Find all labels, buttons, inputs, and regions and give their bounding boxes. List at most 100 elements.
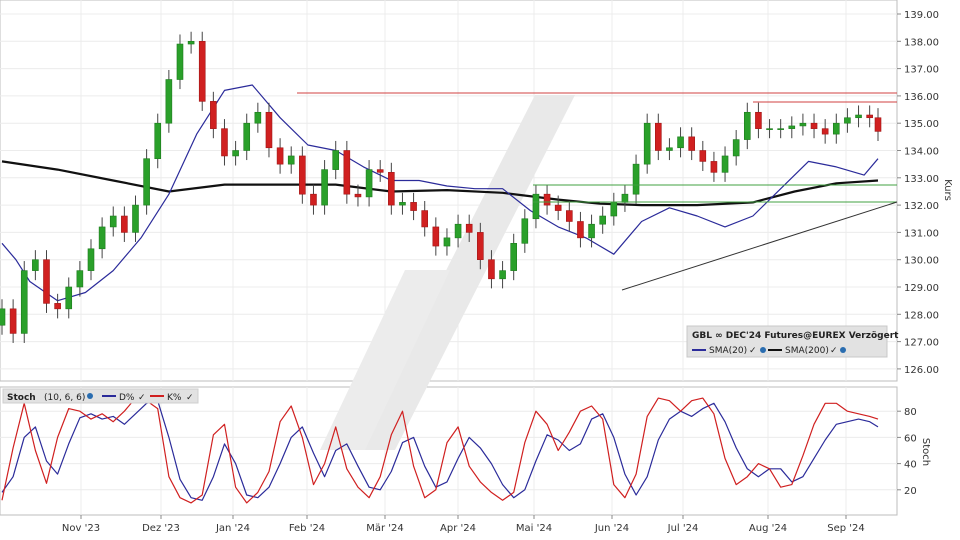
candle-body <box>321 169 328 206</box>
candle-body <box>165 79 173 124</box>
candle-body <box>543 193 551 206</box>
price-tick-label: 130.00 <box>904 256 939 267</box>
x-tick-label: Aug '24 <box>749 523 787 534</box>
candle-body <box>87 248 95 271</box>
svg-text:✓: ✓ <box>138 393 146 403</box>
candle-body <box>810 122 818 129</box>
stoch-title: Stoch <box>7 393 36 403</box>
candle-body <box>43 259 50 304</box>
candle-body <box>376 169 384 173</box>
candle-body <box>176 43 184 80</box>
legend-d: D% <box>119 393 135 403</box>
stoch-tick-label: 60 <box>904 433 917 444</box>
stoch-tick-label: 20 <box>904 486 917 497</box>
candle-body <box>354 193 362 198</box>
price-legend: GBL ∞ DEC'24 Futures@EUREX Verzögert SMA… <box>686 325 899 358</box>
candle-body <box>699 150 707 162</box>
candle-body <box>365 169 373 198</box>
candle-body <box>643 122 651 165</box>
stoch-params: (10, 6, 6) <box>44 393 85 403</box>
legend-title: GBL ∞ DEC'24 Futures@EUREX Verzögert <box>692 331 899 341</box>
candle-body <box>477 232 484 260</box>
price-tick-label: 131.00 <box>904 228 939 239</box>
price-tick-label: 126.00 <box>904 365 939 376</box>
stoch-y-axis: 20 40 60 80 <box>897 407 917 497</box>
candle-body <box>54 303 61 310</box>
x-tick-label: Sep '24 <box>827 523 865 534</box>
price-tick-label: 139.00 <box>904 10 939 21</box>
legend-k: K% <box>167 393 182 403</box>
price-tick-label: 135.00 <box>904 119 939 130</box>
candle-body <box>855 114 862 119</box>
candle-body <box>20 270 28 334</box>
candle-body <box>566 210 573 222</box>
candle-body <box>221 128 228 157</box>
x-tick-label: Apr '24 <box>440 523 476 534</box>
candle-body <box>632 163 640 195</box>
sma20-line <box>1 84 879 302</box>
sma200-line <box>1 160 879 207</box>
candle-body <box>210 101 217 129</box>
candle-body <box>9 308 17 334</box>
x-tick-label: Jun '24 <box>594 523 629 534</box>
svg-text:✓: ✓ <box>186 393 194 403</box>
price-tick-label: 136.00 <box>904 92 939 103</box>
price-tick-label: 128.00 <box>904 310 939 321</box>
price-tick-label: 138.00 <box>904 37 939 48</box>
candle-body <box>432 226 440 247</box>
candle-body <box>98 226 106 250</box>
candle-body <box>788 125 796 129</box>
candle-body <box>187 40 195 45</box>
candle-body <box>410 202 417 211</box>
x-tick-label: Nov '23 <box>62 523 100 534</box>
stoch-tick-label: 40 <box>904 460 917 471</box>
candle-body <box>743 111 751 140</box>
candle-body <box>254 111 262 124</box>
candle-body <box>32 259 39 271</box>
candle-body <box>874 117 882 132</box>
candle-body <box>287 155 295 165</box>
candle-body <box>866 114 873 119</box>
candle-body <box>677 136 684 149</box>
candle-body <box>610 202 618 217</box>
x-tick-label: Feb '24 <box>289 523 325 534</box>
candle-body <box>532 193 540 220</box>
candle-body <box>198 40 206 102</box>
candle-body <box>421 210 429 228</box>
price-tick-label: 127.00 <box>904 338 939 349</box>
candle-body <box>666 147 673 151</box>
candle-body <box>777 128 784 130</box>
candle-body <box>0 308 6 326</box>
candle-body <box>577 221 584 239</box>
x-tick-label: Jan '24 <box>215 523 250 534</box>
x-tick-label: Dez '23 <box>142 523 180 534</box>
candle-body <box>265 111 273 149</box>
candle-body <box>132 204 139 233</box>
candle-body <box>488 259 495 280</box>
candle-body <box>332 150 340 170</box>
x-tick-label: Mai '24 <box>516 523 552 534</box>
candle-body <box>732 139 740 157</box>
x-tick-label: Mär '24 <box>366 523 404 534</box>
candle-body <box>799 122 807 127</box>
svg-text:✓: ✓ <box>749 346 757 356</box>
legend-sma200: SMA(200) <box>785 346 829 356</box>
candle-body <box>554 204 562 211</box>
candle-body <box>510 243 517 271</box>
price-tick-label: 129.00 <box>904 283 939 294</box>
candle-body <box>465 223 473 233</box>
candle-body <box>243 122 251 151</box>
price-tick-label: 137.00 <box>904 65 939 76</box>
candle-body <box>276 147 284 165</box>
trend-lines <box>297 92 898 291</box>
watermark <box>320 95 575 450</box>
x-axis: Nov '23 Dez '23 Jan '24 Feb '24 Mär '24 Apr '… <box>62 515 865 534</box>
candle-body <box>443 237 451 247</box>
candle-body <box>399 202 406 206</box>
candle-body <box>655 122 662 151</box>
candle-body <box>766 128 773 130</box>
stoch-legend: Stoch (10, 6, 6) D% ✓ K% ✓ <box>2 388 199 404</box>
candle-body <box>755 111 762 129</box>
